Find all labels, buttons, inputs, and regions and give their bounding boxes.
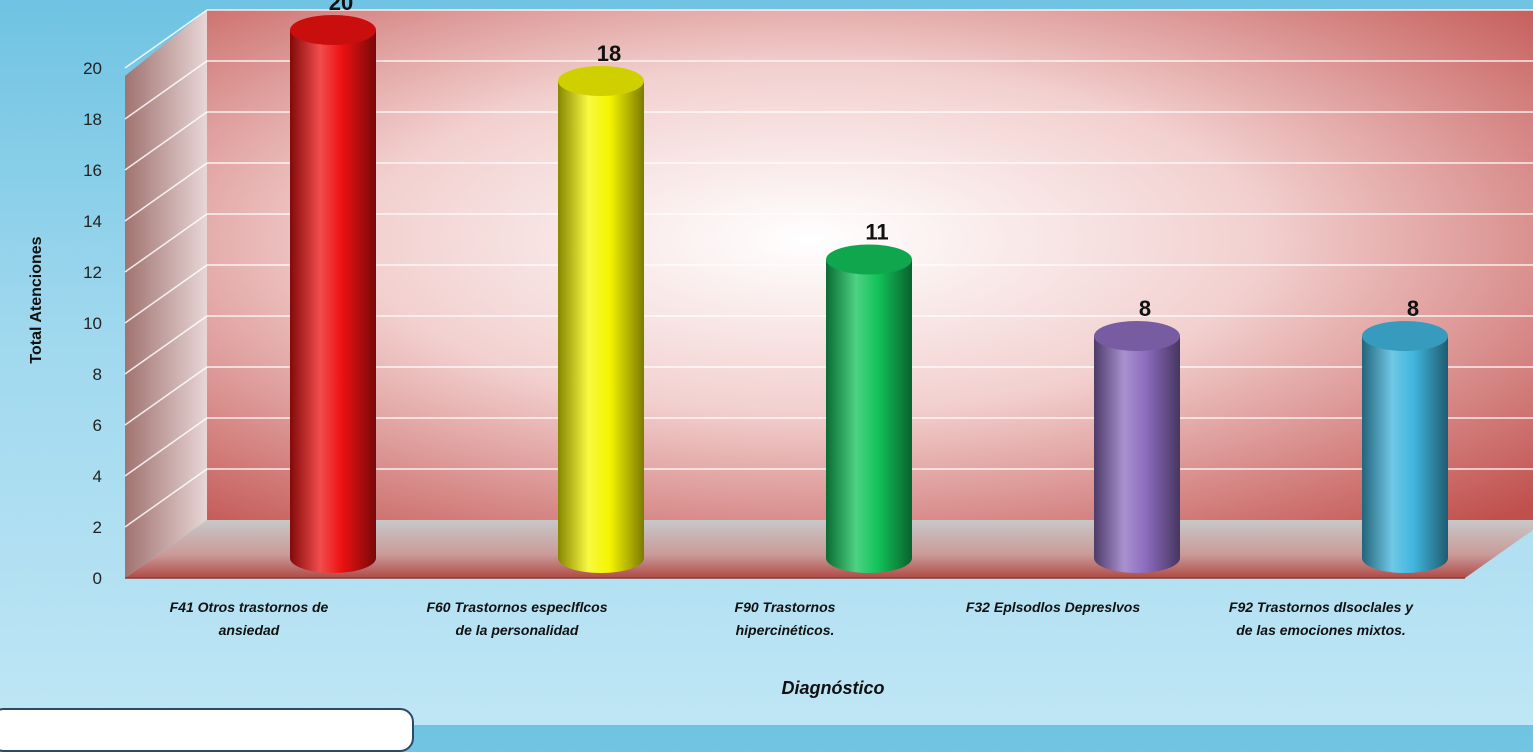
value-label: 18: [597, 41, 621, 66]
bar-top: [826, 244, 912, 275]
category-label-line: F92 Trastornos dlsoclales y: [1229, 599, 1414, 615]
bar-top: [558, 66, 644, 96]
value-label: 8: [1407, 296, 1419, 321]
bar-top: [290, 15, 376, 45]
y-tick-label: 18: [83, 110, 102, 129]
bar-top: [1094, 321, 1180, 351]
y-tick-label: 20: [83, 59, 102, 78]
y-tick-labels: 0 2 4 6 8 10 12 14 16 18 20: [83, 59, 102, 588]
category-label-line: F60 Trastornos especlflcos: [426, 599, 607, 615]
y-tick-label: 2: [93, 518, 102, 537]
gridline-side: [124, 315, 208, 375]
value-label: 8: [1139, 296, 1151, 321]
bar-body: [826, 259, 912, 573]
category-label-line: F32 Eplsodlos Depreslvos: [966, 599, 1140, 615]
bar-body: [290, 30, 376, 573]
bar: [290, 15, 376, 573]
bar: [558, 66, 644, 573]
category-label-line: ansiedad: [219, 622, 280, 638]
y-tick-label: 16: [83, 161, 102, 180]
gridline-side: [124, 60, 208, 120]
category-label-line: de las emociones mixtos.: [1236, 622, 1406, 638]
value-labels: 20 18 11 8 8: [329, 0, 1419, 321]
category-label: F32 Eplsodlos Depreslvos: [966, 599, 1140, 615]
gridline-side: [124, 9, 208, 69]
value-label: 20: [329, 0, 353, 15]
gridline-side: [124, 264, 208, 324]
gridline-side: [124, 468, 208, 528]
legend-box: [0, 708, 414, 752]
category-label: F92 Trastornos dlsoclales y de las emocio…: [1229, 599, 1414, 638]
value-label: 11: [865, 220, 888, 245]
bar-chart: 0 2 4 6 8 10 12 14 16 18 20 20 18 11 8 8 F41 Otros tra…: [28, 0, 1533, 698]
y-axis-label: Total Atenciones: [28, 236, 45, 363]
gridline-side: [124, 111, 208, 171]
y-tick-label: 6: [93, 416, 102, 435]
bar-body: [1362, 336, 1448, 573]
bar: [826, 244, 912, 573]
y-tick-label: 14: [83, 212, 102, 231]
y-tick-label: 0: [93, 569, 102, 588]
bar: [1362, 321, 1448, 573]
y-tick-label: 12: [83, 263, 102, 282]
y-tick-label: 10: [83, 314, 102, 333]
x-axis-label: Diagnóstico: [781, 678, 884, 698]
category-label: F90 Trastornos hipercinéticos.: [735, 599, 836, 638]
gridline-side: [124, 366, 208, 426]
y-tick-label: 8: [93, 365, 102, 384]
gridline-side: [124, 213, 208, 273]
gridline-side: [124, 417, 208, 477]
y-tick-label: 4: [93, 467, 102, 486]
category-label: F41 Otros trastornos de ansiedad: [170, 599, 329, 638]
bar-top: [1362, 321, 1448, 351]
gridline-side: [124, 162, 208, 222]
category-label-line: F90 Trastornos: [735, 599, 836, 615]
bar-body: [1094, 336, 1180, 573]
category-label-line: de la personalidad: [456, 622, 579, 638]
bars: [290, 15, 1448, 573]
bar-body: [558, 81, 644, 573]
category-labels: F41 Otros trastornos de ansiedad F60 Trast…: [170, 599, 1415, 638]
category-label-line: hipercinéticos.: [736, 622, 835, 638]
bar: [1094, 321, 1180, 573]
category-label: F60 Trastornos especlflcos de la personal…: [426, 599, 607, 638]
category-label-line: F41 Otros trastornos de: [170, 599, 329, 615]
